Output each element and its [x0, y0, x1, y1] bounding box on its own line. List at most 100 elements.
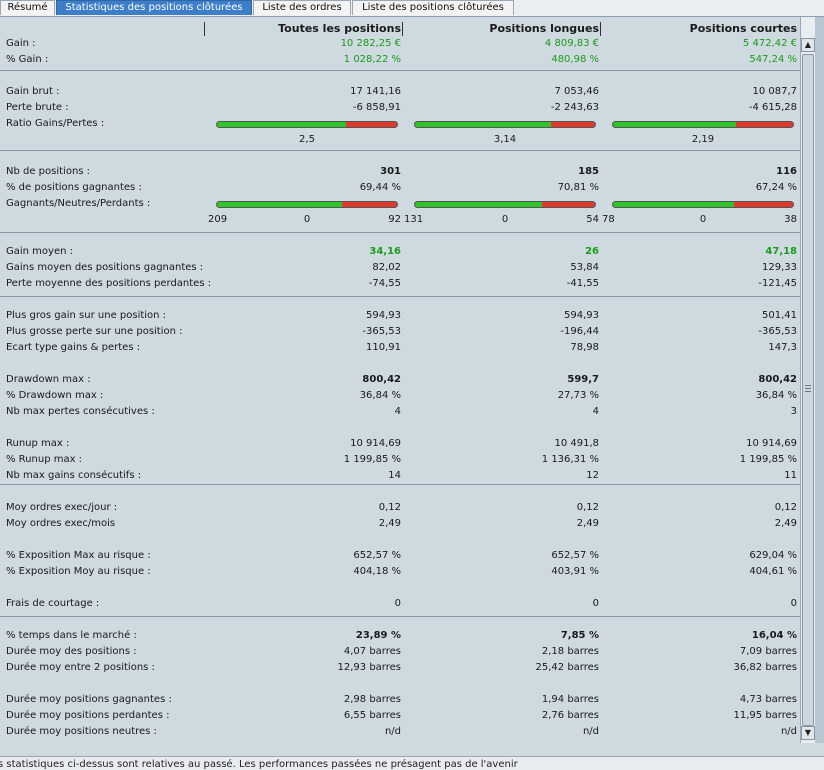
stat-label: Frais de courtage :	[6, 598, 100, 609]
stat-value-short: 10 914,69	[746, 438, 797, 449]
stat-label: Gain brut :	[6, 86, 60, 97]
arrow-down-icon[interactable]: ▼	[801, 726, 815, 740]
stat-row-pct-drawdown: % Drawdown max : 36,84 % 27,73 % 36,84 %	[0, 388, 800, 404]
stat-row-pct-runup: % Runup max : 1 199,85 % 1 136,31 % 1 199,8…	[0, 452, 800, 468]
stat-value-long: 480,98 %	[551, 54, 599, 65]
stat-value-all: 82,02	[372, 262, 401, 273]
stat-row-gain-brut: Gain brut : 17 141,16 7 053,46 10 087,7	[0, 84, 800, 100]
tab-liste-ordres[interactable]: Liste des ordres	[253, 0, 351, 15]
ratio-bar-all	[216, 121, 398, 128]
stat-row-perte-moy-perd: Perte moyenne des positions perdantes : -…	[0, 276, 800, 292]
stat-label: Ratio Gains/Pertes :	[6, 118, 105, 129]
neutral-count: 0	[699, 214, 707, 225]
stat-value-long: 2,76 barres	[541, 710, 599, 721]
stat-label: Perte brute :	[6, 102, 69, 113]
stat-value-short: 47,18	[765, 246, 797, 257]
stat-value-long: -41,55	[566, 278, 599, 289]
section-separator	[0, 616, 800, 617]
stat-value-short: 0	[790, 598, 797, 609]
stat-value-long: 2,49	[576, 518, 599, 529]
header-short-positions: Positions courtes	[689, 22, 797, 35]
win-neutral-loss-bar-short	[612, 201, 794, 208]
stat-value-all: 69,44 %	[359, 182, 401, 193]
stat-row-ecart-type: Ecart type gains & pertes : 110,91 78,98 14…	[0, 340, 800, 356]
arrow-up-icon[interactable]: ▲	[801, 38, 815, 52]
stat-label: Runup max :	[6, 438, 70, 449]
stat-row-duree-perd: Durée moy positions perdantes : 6,55 barr…	[0, 708, 800, 724]
stat-value-long: 4	[592, 406, 599, 417]
stat-row-pct-gagnantes: % de positions gagnantes : 69,44 % 70,81 %…	[0, 180, 800, 196]
stat-row-nb-gains-cons: Nb max gains consécutifs : 14 12 11	[0, 468, 800, 484]
stat-label: % Exposition Moy au risque :	[6, 566, 151, 577]
stat-label: Gagnants/Neutres/Perdants :	[6, 198, 151, 209]
stat-value-long: 53,84	[570, 262, 599, 273]
stat-row-ratio: Ratio Gains/Pertes : 2,5 3,14 2,19	[0, 116, 800, 145]
stat-value-all: 34,16	[369, 246, 401, 257]
stat-label: Gain moyen :	[6, 246, 73, 257]
stat-label: Nb de positions :	[6, 166, 91, 177]
section-separator	[0, 232, 800, 233]
stat-row-gain: Gain : 10 282,25 € 4 809,83 € 5 472,42 €	[0, 36, 800, 52]
section-separator	[0, 296, 800, 297]
ratio-value-long: 3,14	[493, 134, 517, 145]
stat-row-perte-brute: Perte brute : -6 858,91 -2 243,63 -4 615,28	[0, 100, 800, 116]
header-all-positions: Toutes les positions	[278, 22, 401, 35]
stat-value-all: 14	[388, 470, 401, 481]
stat-value-long: -2 243,63	[550, 102, 599, 113]
stat-value-short: 147,3	[768, 342, 797, 353]
header-long-positions: Positions longues	[489, 22, 599, 35]
stat-label: Durée moy positions neutres :	[6, 726, 157, 737]
stat-row-plus-gros-gain: Plus gros gain sur une position : 594,93 5…	[0, 308, 800, 324]
stat-value-long: 7,85 %	[560, 630, 599, 641]
column-divider	[600, 22, 601, 36]
tab-statistiques-positions-cloturees[interactable]: Statistiques des positions clôturées	[56, 0, 252, 15]
stat-value-long: 12	[586, 470, 599, 481]
losers-count: 54	[586, 214, 599, 225]
stat-value-all: 17 141,16	[350, 86, 401, 97]
stat-label: Moy ordres exec/mois	[6, 518, 116, 529]
stat-label: Moy ordres exec/jour :	[6, 502, 118, 513]
stat-label: Plus gros gain sur une position :	[6, 310, 167, 321]
tab-liste-positions-cloturees[interactable]: Liste des positions clôturées	[352, 0, 514, 15]
stat-value-short: n/d	[780, 726, 797, 737]
stat-label: % Drawdown max :	[6, 390, 104, 401]
stat-value-long: -196,44	[560, 326, 599, 337]
stat-value-short: 11,95 barres	[733, 710, 797, 721]
stat-value-all: 36,84 %	[359, 390, 401, 401]
stat-label: % Exposition Max au risque :	[6, 550, 151, 561]
stat-value-long: 27,73 %	[557, 390, 599, 401]
ratio-value-short: 2,19	[691, 134, 715, 145]
stat-value-short: 1 199,85 %	[739, 454, 797, 465]
stat-label: Nb max pertes consécutives :	[6, 406, 155, 417]
stat-value-long: 652,57 %	[551, 550, 599, 561]
statistics-panel: Toutes les positions Positions longues P…	[0, 17, 800, 743]
stat-label: Perte moyenne des positions perdantes :	[6, 278, 212, 289]
vertical-scrollbar[interactable]: ▲ ▼	[800, 17, 815, 743]
stat-row-temps-marche: % temps dans le marché : 23,89 % 7,85 % 16,…	[0, 628, 800, 644]
stat-value-short: 2,49	[774, 518, 797, 529]
win-neutral-loss-bar-long	[414, 201, 596, 208]
stat-row-runup: Runup max : 10 914,69 10 491,8 10 914,69	[0, 436, 800, 452]
losers-count: 38	[784, 214, 797, 225]
stat-value-short: 547,24 %	[749, 54, 797, 65]
stat-value-all: 4,07 barres	[343, 646, 401, 657]
stat-value-short: 11	[784, 470, 797, 481]
stat-value-short: -4 615,28	[748, 102, 797, 113]
stat-value-long: 0,12	[576, 502, 599, 513]
window-edge	[815, 17, 824, 743]
stat-label: % Runup max :	[6, 454, 83, 465]
stat-value-all: -74,55	[368, 278, 401, 289]
stat-value-long: 1,94 barres	[541, 694, 599, 705]
stat-value-long: 4 809,83 €	[544, 38, 599, 49]
status-footer: s statistiques ci-dessus sont relatives …	[0, 756, 824, 770]
stat-value-all: 1 199,85 %	[343, 454, 401, 465]
tab-resume[interactable]: Résumé	[0, 0, 55, 15]
stat-value-all: 800,42	[362, 374, 401, 385]
stat-value-short: 3	[790, 406, 797, 417]
winners-count: 131	[404, 214, 424, 225]
stat-value-short: 116	[776, 166, 797, 177]
stat-value-all: 23,89 %	[355, 630, 401, 641]
stat-label: Ecart type gains & pertes :	[6, 342, 141, 353]
stat-value-long: 1 136,31 %	[541, 454, 599, 465]
scrollbar-thumb[interactable]	[802, 54, 814, 726]
